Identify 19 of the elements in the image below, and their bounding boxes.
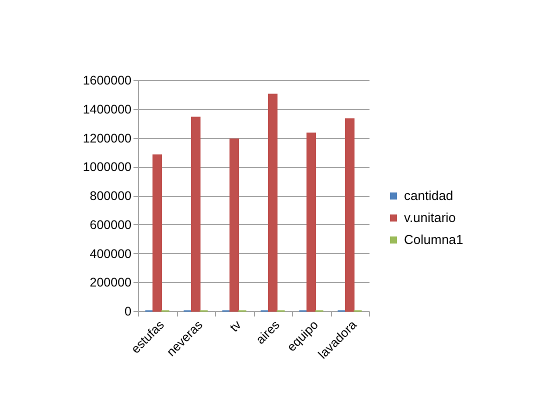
legend-label: Columna1 bbox=[404, 232, 464, 247]
bar bbox=[190, 116, 201, 312]
y-tick-label: 800000 bbox=[90, 189, 132, 203]
y-tick-label: 200000 bbox=[90, 276, 132, 290]
y-tick-label: 1200000 bbox=[82, 131, 132, 146]
bar bbox=[344, 118, 355, 312]
bar bbox=[229, 138, 240, 312]
y-tick-label: 1600000 bbox=[82, 74, 132, 88]
y-tick-label: 600000 bbox=[90, 218, 132, 232]
y-tick-label: 0 bbox=[124, 304, 132, 318]
legend-label: v.unitario bbox=[404, 210, 456, 225]
legend-label: cantidad bbox=[404, 188, 454, 203]
y-tick-label: 1000000 bbox=[82, 160, 132, 174]
x-tick-label: tv bbox=[227, 317, 244, 335]
bar bbox=[152, 154, 162, 312]
bar bbox=[306, 132, 316, 312]
bar bbox=[268, 94, 278, 312]
y-tick-label: 1400000 bbox=[82, 102, 132, 116]
y-tick-label: 400000 bbox=[90, 246, 132, 261]
